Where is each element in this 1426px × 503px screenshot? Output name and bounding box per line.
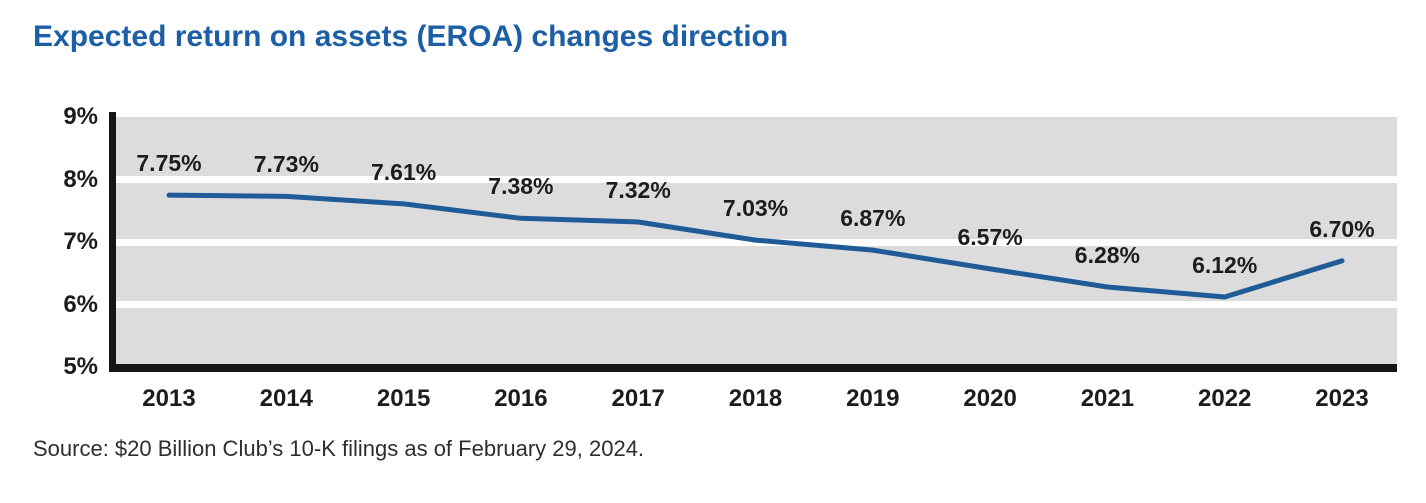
point-label: 7.38% — [488, 173, 554, 200]
x-tick-label: 2022 — [1197, 385, 1252, 412]
x-tick-label: 2020 — [963, 385, 1017, 412]
trend-line — [166, 192, 1345, 300]
plot-area: 7.75% 7.73% 7.61% 7.38% 7.32% 7.03% 6.87% 6.57%… — [116, 117, 1397, 367]
y-tick-label: 8% — [63, 165, 98, 193]
y-tick-label: 7% — [63, 228, 98, 255]
y-axis-line — [109, 112, 116, 372]
point-label: 6.70% — [1309, 215, 1375, 242]
x-tick-label: 2015 — [376, 385, 431, 412]
source-note: Source: $20 Billion Club’s 10-K filings … — [33, 436, 645, 461]
trend-line-svg — [166, 192, 1345, 300]
point-label: 6.87% — [840, 205, 906, 232]
y-tick-label: 5% — [63, 353, 98, 380]
point-label: 7.32% — [605, 177, 671, 203]
point-label: 6.28% — [1074, 242, 1140, 268]
x-tick-label: 2019 — [846, 385, 900, 412]
x-tick-label: 2018 — [728, 385, 783, 412]
chart-title: Expected return on assets (EROA) changes… — [33, 20, 789, 53]
x-axis-line — [109, 364, 1397, 372]
point-label: 7.75% — [136, 150, 202, 177]
point-label: 7.03% — [722, 195, 789, 222]
x-tick-label: 2016 — [494, 385, 548, 412]
x-tick-label: 2014 — [259, 385, 313, 412]
y-tick-label: 9% — [63, 103, 98, 130]
point-label: 7.73% — [253, 151, 319, 178]
grid-line — [116, 301, 1397, 308]
x-tick-label: 2013 — [142, 385, 196, 412]
point-label: 6.12% — [1192, 252, 1258, 278]
x-tick-label: 2023 — [1315, 385, 1369, 412]
x-tick-label: 2021 — [1080, 385, 1135, 412]
x-tick-label: 2017 — [611, 385, 665, 412]
y-tick-label: 6% — [63, 290, 98, 318]
point-label: 7.61% — [370, 158, 437, 185]
grid-line — [116, 176, 1397, 183]
point-label: 6.57% — [957, 223, 1023, 250]
